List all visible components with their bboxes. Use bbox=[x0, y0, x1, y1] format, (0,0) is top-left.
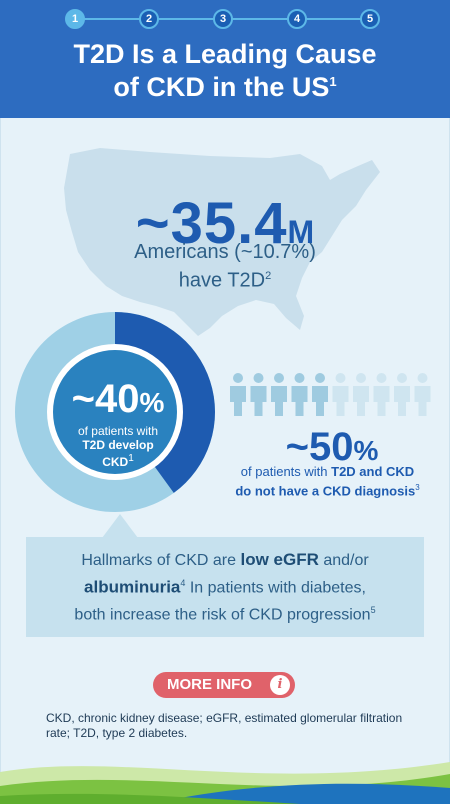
diagnosis-line-1: of patients with T2D and CKD bbox=[205, 464, 450, 480]
step-3[interactable]: 3 bbox=[213, 9, 233, 29]
person-icon bbox=[414, 373, 431, 416]
title-line-2-text: of CKD in the US bbox=[113, 72, 330, 102]
hallmark-post: In patients with diabetes, bbox=[185, 579, 366, 597]
hallmark-callout: Hallmarks of CKD are low eGFR and/or alb… bbox=[26, 537, 424, 637]
diagnosis-line-1-pre: of patients with bbox=[240, 464, 332, 479]
more-info-button[interactable]: MORE INFO i bbox=[153, 672, 295, 698]
step-4[interactable]: 4 bbox=[287, 9, 307, 29]
americans-label: Americans (~10.7%) have T2D2 bbox=[0, 240, 450, 293]
diagnosis-line-1-bold: T2D and CKD bbox=[331, 464, 415, 479]
diagnosis-ref: 3 bbox=[415, 483, 420, 492]
hallmark-line-2: albuminuria4 In patients with diabetes, bbox=[36, 572, 414, 599]
wave-blue bbox=[150, 783, 450, 804]
title-line-1: T2D Is a Leading Cause bbox=[73, 39, 377, 69]
person-icon bbox=[291, 373, 308, 416]
ckd-ref: 1 bbox=[128, 453, 134, 464]
ckd-pct-sign: % bbox=[139, 387, 165, 418]
americans-ref: 2 bbox=[265, 270, 272, 282]
person-icon bbox=[332, 373, 349, 416]
person-icon bbox=[394, 373, 410, 416]
us-map-icon bbox=[64, 148, 380, 336]
ckd-line-1: of patients with bbox=[77, 424, 159, 438]
decorative-waves bbox=[0, 762, 450, 804]
diagnosis-pct-sign: % bbox=[353, 435, 379, 466]
hallmark-line-3: both increase the risk of CKD progressio… bbox=[36, 599, 414, 626]
diagnosis-number: ~50 bbox=[285, 425, 354, 469]
americans-line-1: Americans (~10.7%) bbox=[134, 241, 316, 263]
page-title: T2D Is a Leading Cause of CKD in the US1 bbox=[0, 38, 450, 104]
americans-stat: ~35.4M bbox=[0, 190, 450, 257]
ckd-line-2-text: T2D develop bbox=[82, 438, 154, 452]
hallmark-albuminuria: albuminuria bbox=[84, 577, 181, 597]
ckd-line-3: CKD1 bbox=[58, 452, 178, 469]
person-icon bbox=[250, 373, 267, 416]
progress-steps: 1 2 3 4 5 bbox=[65, 9, 380, 29]
wave-dark-green bbox=[0, 793, 300, 804]
person-icon bbox=[312, 373, 328, 416]
ckd-donut-chart bbox=[15, 312, 215, 512]
person-icon bbox=[271, 373, 287, 416]
ckd-stat: ~40% of patients with T2D develop CKD1 bbox=[58, 378, 178, 469]
title-ref: 1 bbox=[329, 74, 337, 89]
ckd-line-2: T2D develop bbox=[58, 438, 178, 452]
step-2[interactable]: 2 bbox=[139, 9, 159, 29]
diagnosis-stat: ~50% bbox=[222, 425, 442, 470]
diagnosis-label: of patients with T2D and CKD do not have… bbox=[205, 464, 450, 499]
header-banner: 1 2 3 4 5 T2D Is a Leading Cause of CKD … bbox=[0, 0, 450, 118]
hallmark-mid: and/or bbox=[318, 552, 369, 569]
donut-center bbox=[53, 350, 177, 474]
diagnosis-line-2-text: do not have a CKD diagnosis bbox=[235, 483, 416, 499]
title-line-2: of CKD in the US1 bbox=[0, 71, 450, 104]
ckd-percent: ~40% bbox=[58, 378, 178, 424]
americans-unit: M bbox=[287, 214, 315, 250]
ckd-number: ~40 bbox=[71, 377, 140, 421]
step-1[interactable]: 1 bbox=[65, 9, 85, 29]
more-info-label: MORE INFO bbox=[167, 676, 252, 693]
hallmark-ref-1: 4 bbox=[180, 578, 186, 588]
hallmark-line-1: Hallmarks of CKD are low eGFR and/or bbox=[36, 549, 414, 572]
hallmark-line-3-text: both increase the risk of CKD progressio… bbox=[74, 606, 371, 624]
step-5[interactable]: 5 bbox=[360, 9, 380, 29]
person-icon bbox=[230, 373, 246, 416]
person-icon bbox=[373, 373, 390, 416]
callout-pointer bbox=[102, 514, 138, 538]
hallmark-pre: Hallmarks of CKD are bbox=[81, 552, 241, 569]
person-icon bbox=[353, 373, 369, 416]
americans-line-2: have T2D2 bbox=[0, 264, 450, 293]
hallmark-low-egfr: low eGFR bbox=[240, 550, 319, 569]
diagnosis-line-2: do not have a CKD diagnosis3 bbox=[205, 480, 450, 499]
footnote: CKD, chronic kidney disease; eGFR, estim… bbox=[46, 711, 403, 740]
ckd-line-3-text: CKD bbox=[102, 455, 129, 469]
info-icon: i bbox=[270, 675, 290, 695]
americans-line-2-text: have T2D bbox=[178, 269, 266, 292]
people-icon-row bbox=[230, 373, 431, 416]
americans-number: ~35.4 bbox=[135, 191, 288, 256]
hallmark-ref-2: 5 bbox=[370, 605, 376, 616]
